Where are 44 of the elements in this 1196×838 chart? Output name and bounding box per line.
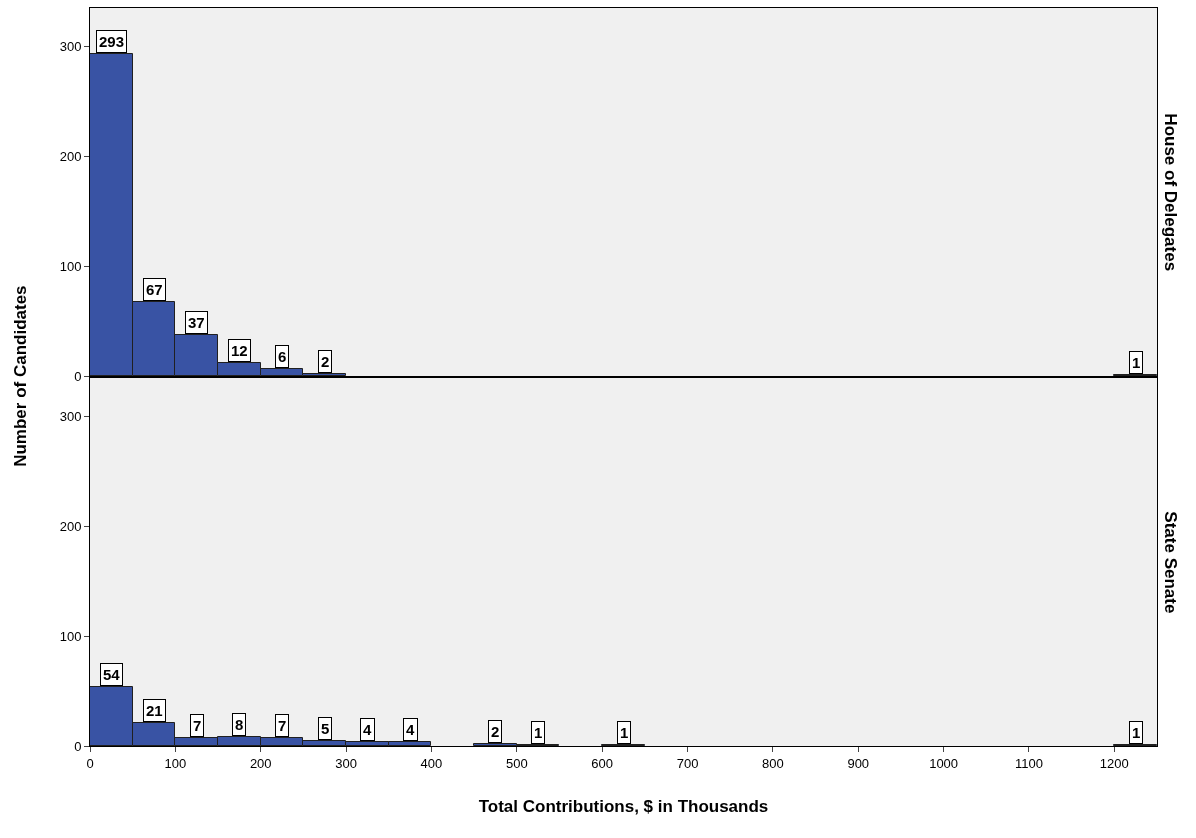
data-label: 12 [231, 342, 248, 359]
data-label: 2 [321, 353, 330, 370]
text: House of Delegates [1160, 113, 1180, 272]
data-label: 1 [1132, 724, 1141, 741]
data-label: 293 [99, 33, 125, 50]
data-label: 5 [321, 720, 330, 737]
x-tick-label: 500 [505, 755, 528, 771]
data-label: 67 [146, 281, 163, 298]
data-label: 4 [406, 721, 415, 738]
data-label: 54 [103, 666, 121, 683]
y-tick-label: 300 [59, 409, 82, 424]
y-tick-label: 200 [59, 148, 82, 164]
x-tick-label: 700 [676, 755, 699, 771]
x-tick-label: 1100 [1014, 755, 1043, 771]
text: State Senate [1160, 511, 1180, 614]
data-label: 7 [278, 717, 287, 734]
data-label: 4 [363, 721, 372, 738]
x-tick-label: 800 [762, 755, 784, 771]
data-label: 1 [534, 724, 543, 741]
x-tick-label: 1200 [1099, 755, 1129, 771]
data-label: 21 [146, 702, 163, 719]
x-tick-label: 100 [164, 755, 187, 771]
x-tick-label: 0 [86, 755, 94, 771]
x-tick-label: 600 [591, 755, 614, 771]
y-tick-label: 0 [74, 738, 82, 754]
data-label: 2 [491, 723, 500, 740]
y-tick-label: 100 [59, 628, 82, 644]
data-label: 1 [620, 724, 629, 741]
x-tick-label: 400 [420, 755, 443, 771]
y-tick-label: 0 [74, 368, 82, 384]
x-tick-label: 1000 [929, 755, 959, 771]
y-tick-label: 100 [59, 258, 82, 274]
y-tick-label: 300 [59, 39, 82, 54]
x-axis-title: Total Contributions, $ in Thousands [478, 797, 769, 816]
data-label: 1 [1132, 354, 1141, 371]
data-label: 6 [278, 348, 287, 365]
data-label: 7 [193, 717, 202, 734]
data-label: 8 [235, 716, 244, 733]
data-label: 37 [188, 314, 205, 331]
y-tick-label: 200 [59, 518, 82, 534]
y-axis-title: Number of Candidates [10, 285, 30, 467]
x-tick-label: 200 [249, 755, 272, 771]
x-tick-label: 300 [335, 755, 357, 771]
x-tick-label: 900 [847, 755, 870, 771]
